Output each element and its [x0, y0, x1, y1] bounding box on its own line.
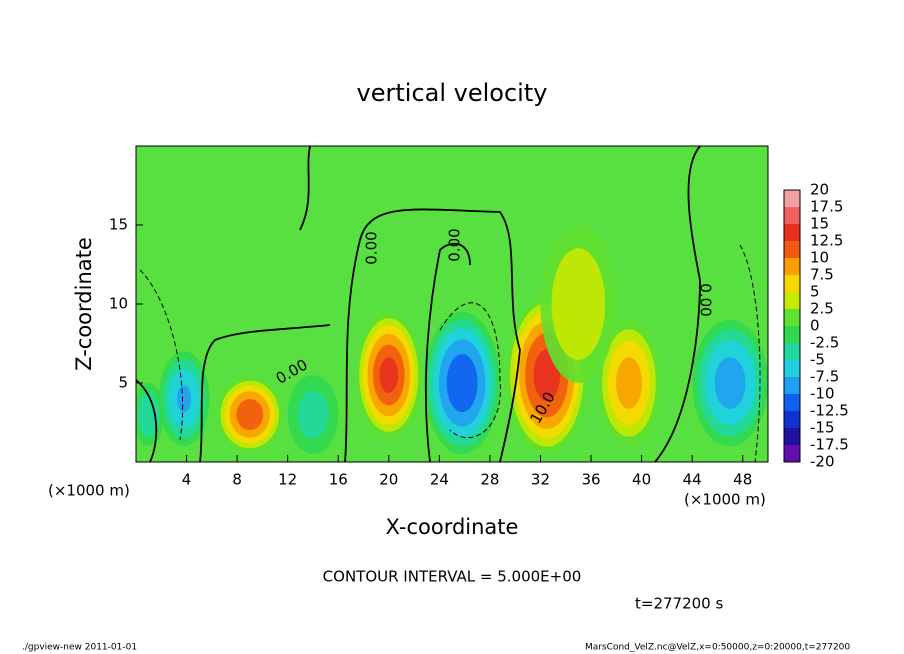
annotation: CONTOUR INTERVAL = 5.000E+00	[323, 568, 582, 586]
footer-left: ./gpview-new 2011-01-01	[22, 643, 137, 653]
contour-line	[299, 146, 311, 231]
colorbar-label: -10	[810, 385, 835, 403]
y-tick-label: 10	[109, 295, 128, 313]
colorbar-frame	[783, 189, 801, 463]
colorbar-label: -5	[810, 351, 825, 369]
x-tick-label: 4	[182, 471, 192, 489]
colorbar-label: -15	[810, 419, 835, 437]
contour-line	[739, 244, 761, 462]
field-cell	[379, 357, 399, 393]
x-tick-label: 24	[430, 471, 449, 489]
colorbar-label: 5	[810, 283, 820, 301]
colorbar-label: -20	[810, 453, 835, 471]
colorbar-label: -2.5	[810, 334, 839, 352]
x-tick-label: 32	[531, 471, 550, 489]
colorbar-label: 17.5	[810, 198, 843, 216]
colorbar-bin	[784, 224, 800, 241]
contour-line	[199, 324, 331, 462]
colorbar-label: -7.5	[810, 368, 839, 386]
colorbar-bin	[784, 241, 800, 258]
contour-line	[439, 302, 501, 439]
colorbar-label: -17.5	[810, 436, 849, 454]
x-axis-label: X-coordinate	[386, 515, 519, 539]
contour-line	[654, 146, 701, 462]
x-tick-label: 44	[683, 471, 702, 489]
colorbar-label: 20	[810, 181, 829, 199]
colorbar-bin	[784, 411, 800, 428]
time-label: t=277200 s	[635, 595, 723, 613]
colorbar-bin	[784, 190, 800, 207]
field-cell	[137, 392, 160, 437]
colorbar-bin	[784, 343, 800, 360]
colorbar-bin	[784, 309, 800, 326]
x-tick-label: 28	[480, 471, 499, 489]
contour-lines	[136, 146, 761, 462]
colorbar-label: 15	[810, 215, 829, 233]
colorbar-bin	[784, 275, 800, 292]
field-cell	[297, 390, 329, 439]
chart-title: vertical velocity	[357, 79, 548, 107]
colorbar-label: -12.5	[810, 402, 849, 420]
colorbar-bin	[784, 292, 800, 309]
y-axis-label: Z-coordinate	[72, 237, 96, 371]
colorbar-bin	[784, 377, 800, 394]
colorbar-bin	[784, 445, 800, 462]
field-cell	[616, 357, 642, 409]
x-unit: (×1000 m)	[48, 482, 130, 500]
colorbar-label: 7.5	[810, 266, 834, 284]
x-tick-label: 20	[379, 471, 398, 489]
field	[136, 225, 768, 455]
colorbar-label: 10	[810, 249, 829, 267]
colorbar-bin	[784, 258, 800, 275]
contour-line	[139, 269, 184, 441]
x-tick-label: 12	[278, 471, 297, 489]
colorbar-label: 2.5	[810, 300, 834, 318]
colorbar-bin	[784, 207, 800, 224]
y-tick-label: 15	[109, 216, 128, 234]
y-tick-label: 5	[118, 374, 128, 392]
colorbar-bin	[784, 394, 800, 411]
x-tick-label: 40	[632, 471, 651, 489]
x-tick-label: 8	[232, 471, 242, 489]
x-tick-label: 36	[581, 471, 600, 489]
contour-label: 0.00	[697, 283, 715, 316]
field-cell	[551, 248, 606, 360]
field-cell	[236, 399, 264, 431]
colorbar-label: 12.5	[810, 232, 843, 250]
contour-line	[136, 379, 158, 462]
footer-right: MarsCond_VelZ.nc@VelZ,x=0:50000,z=0:2000…	[585, 643, 850, 653]
field-cell	[176, 385, 192, 413]
field-cell	[714, 357, 746, 409]
contour-line	[424, 242, 471, 462]
colorbar-bin	[784, 360, 800, 377]
x-tick-label: 48	[733, 471, 752, 489]
field-cell	[446, 353, 478, 413]
colorbar-label: 0	[810, 317, 820, 335]
contour-label: 0.00	[446, 228, 464, 261]
contour-label: 0.00	[363, 231, 381, 264]
contour-line	[344, 208, 521, 462]
x-tick-label: 16	[329, 471, 348, 489]
colorbar-bin	[784, 326, 800, 343]
colorbar-bin	[784, 428, 800, 445]
x-unit: (×1000 m)	[684, 491, 766, 509]
